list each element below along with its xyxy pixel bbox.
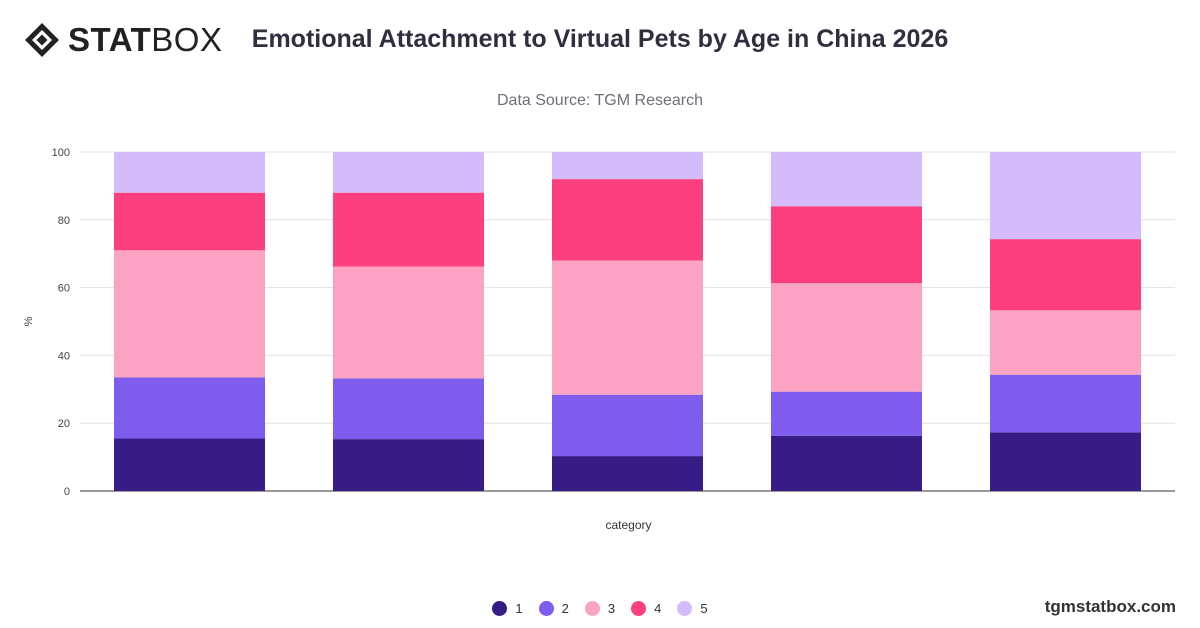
legend-label: 1 [515,601,523,616]
y-tick-label: 40 [58,350,70,362]
logo-wordmark: STATBOX [68,20,222,60]
bar-segment-series-4-col-2 [333,192,484,267]
x-axis-label: category [605,518,651,532]
bar-segment-series-2-col-1 [114,377,265,439]
y-tick-label: 60 [58,283,70,295]
bar-segment-series-2-col-3 [552,394,703,457]
bar-segment-series-2-col-4 [771,391,922,436]
chart-subtitle: Data Source: TGM Research [496,92,703,109]
bar-segment-series-1-col-5 [990,432,1141,491]
bar-segment-series-3-col-2 [333,266,484,379]
y-tick-label: 0 [64,486,70,498]
legend-swatch-icon [631,601,647,616]
legend-swatch-icon [584,601,600,616]
bar-segment-series-2-col-2 [333,378,484,440]
bar-segment-series-5-col-5 [990,152,1141,240]
bar-segment-series-1-col-2 [333,439,484,491]
stacked-bar-chart: 0 20 40 60 80 100% category [23,147,1175,532]
logo-wordmark-light: BOX [151,21,223,58]
legend-swatch-icon [492,601,508,616]
bar-segment-series-4-col-1 [114,192,265,251]
legend-label: 5 [700,601,708,616]
bar-segment-series-4-col-5 [990,239,1141,311]
y-axis-label: % [23,316,35,326]
legend-label: 3 [607,601,616,616]
logo-wordmark-bold: STAT [68,21,152,58]
y-tick-label: 80 [58,215,70,227]
legend-item-3[interactable]: 3 [584,601,616,616]
bar-segment-series-3-col-1 [114,250,265,378]
legend-item-5[interactable]: 5 [677,601,708,616]
bar-segment-series-5-col-3 [552,152,703,180]
legend-item-4[interactable]: 4 [631,601,661,616]
legend-swatch-icon [538,601,554,616]
bar-segment-series-1-col-3 [552,456,703,491]
y-tick-label: 20 [58,418,70,430]
legend-swatch-icon [677,601,693,616]
legend-label: 4 [654,601,662,616]
bar-segment-series-1-col-1 [114,438,265,491]
bar-segment-series-3-col-5 [990,310,1141,375]
statbox-logo: STATBOX [24,20,222,60]
bar-segment-series-5-col-1 [114,152,265,193]
chart-title: Emotional Attachment to Virtual Pets by … [251,25,949,53]
bar-segment-series-1-col-4 [771,435,922,491]
bar-segment-series-4-col-3 [552,179,703,261]
legend-item-1[interactable]: 1 [492,601,523,616]
bar-segment-series-5-col-4 [771,152,922,207]
chart-legend: 1 2 3 4 5 [0,601,1200,616]
legend-item-2[interactable]: 2 [538,601,569,616]
bar-segment-series-4-col-4 [771,206,922,284]
diamond-logo-icon [25,23,59,57]
y-tick-label: 100 [52,147,70,159]
legend-label: 2 [561,601,569,616]
bar-segment-series-5-col-2 [333,152,484,193]
bar-segment-series-3-col-3 [552,260,703,395]
bar-segment-series-3-col-4 [771,283,922,392]
site-url[interactable]: tgmstatbox.com [1044,597,1176,616]
bar-segment-series-2-col-5 [990,374,1141,433]
